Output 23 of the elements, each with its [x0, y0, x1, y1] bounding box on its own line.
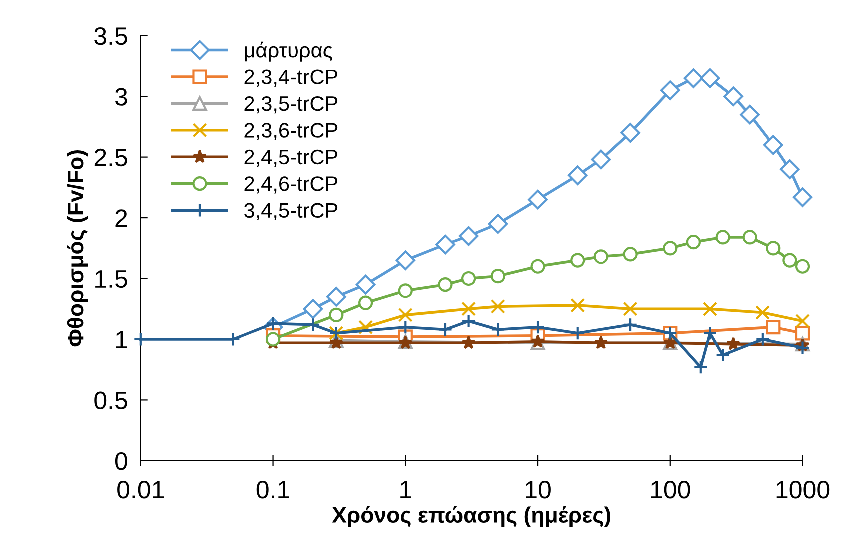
- legend-label: 2,4,5-trCP: [244, 150, 338, 168]
- x-tick-label: 10: [526, 481, 551, 499]
- x-tick-label: 1: [400, 481, 412, 498]
- legend-label: 2,4,6-trCP: [244, 176, 338, 194]
- x-tick-label: 100: [651, 481, 690, 499]
- x-tick-label: 1000: [776, 481, 830, 499]
- y-tick-label: 2: [116, 210, 128, 228]
- y-axis-title: Φθορισμός (Fv/Fo): [67, 150, 88, 347]
- y-tick-label: 3.5: [94, 27, 128, 46]
- y-tick-label: 2.5: [94, 148, 128, 167]
- legend-label: 3,4,5-trCP: [244, 203, 338, 221]
- y-tick-label: 0: [115, 452, 128, 470]
- y-tick-label: 1.5: [96, 270, 128, 288]
- y-tick-label: 1: [116, 331, 128, 349]
- x-tick-label: 0.01: [118, 481, 164, 499]
- legend-label: 2,3,4-trCP: [244, 70, 338, 87]
- legend-label: 2,3,6-trCP: [244, 123, 338, 140]
- x-tick-label: 0.1: [256, 481, 290, 499]
- x-axis-title: Χρόνος επώασης (ημέρες): [332, 506, 611, 528]
- y-tick-label: 0.5: [94, 392, 128, 410]
- legend-label: μάρτυρας: [245, 42, 332, 62]
- y-tick-label: 3: [115, 88, 128, 106]
- legend-label: 2,3,5-trCP: [244, 96, 338, 114]
